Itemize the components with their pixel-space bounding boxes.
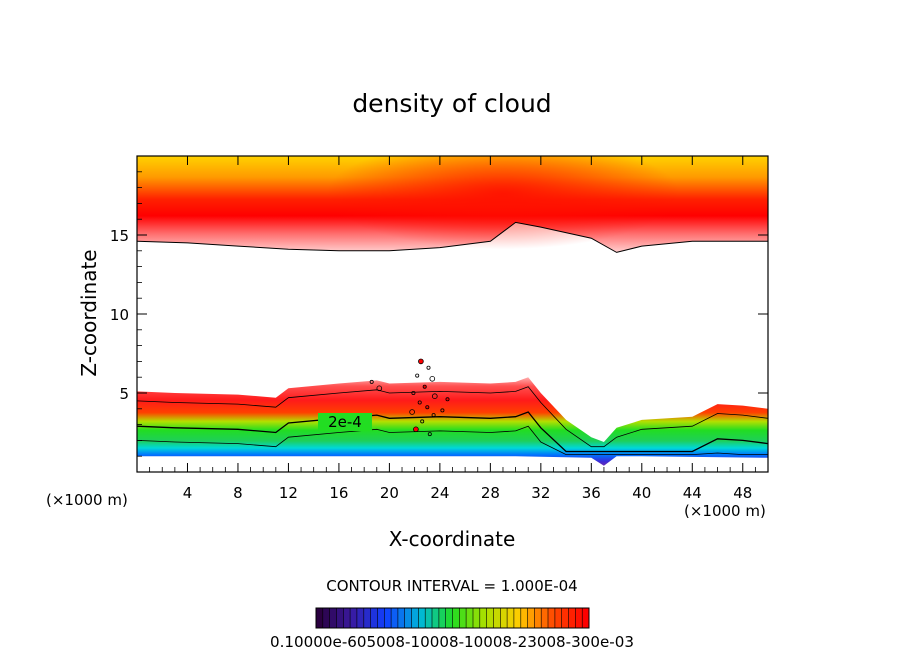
- lower-cloud-layer: [137, 377, 768, 466]
- colorbar-swatch: [343, 608, 351, 628]
- colorbar-swatch: [397, 608, 405, 628]
- convective-cell: [409, 409, 415, 415]
- convective-cell: [413, 426, 419, 433]
- colorbar-swatch: [548, 608, 556, 628]
- convective-cell: [445, 397, 450, 402]
- colorbar-swatch: [418, 608, 426, 628]
- plot-area: 2e-4: [137, 156, 768, 466]
- colorbar-swatch: [322, 608, 330, 628]
- convective-cells: [369, 358, 450, 437]
- colorbar-swatch: [391, 608, 399, 628]
- colorbar-swatch: [350, 608, 358, 628]
- colorbar-swatch: [370, 608, 378, 628]
- colorbar: [315, 608, 590, 628]
- convective-cell: [411, 390, 416, 395]
- x-unit-label-left: (×1000 m): [46, 491, 128, 509]
- convective-cell: [415, 373, 420, 378]
- colorbar-swatch: [507, 608, 515, 628]
- convective-cell: [422, 384, 427, 389]
- convective-cell: [417, 400, 422, 405]
- colorbar-swatch: [561, 608, 569, 628]
- y-tick-label: 10: [110, 306, 129, 324]
- colorbar-swatch: [466, 608, 474, 628]
- y-axis-label: Z-coordinate: [77, 249, 101, 376]
- convective-cell: [369, 379, 374, 384]
- convective-cell: [427, 432, 432, 437]
- convective-cell: [431, 393, 438, 400]
- colorbar-swatch: [363, 608, 371, 628]
- convective-cell: [429, 375, 436, 382]
- colorbar-swatch: [493, 608, 501, 628]
- convective-cell: [376, 385, 383, 392]
- colorbar-swatch: [329, 608, 337, 628]
- colorbar-frame: [315, 607, 590, 629]
- colorbar-swatch: [520, 608, 528, 628]
- x-tick-label: 32: [531, 484, 550, 502]
- colorbar-swatch: [452, 608, 460, 628]
- contour-label: 2e-4: [328, 413, 362, 431]
- x-tick-label: 12: [279, 484, 298, 502]
- colorbar-swatch: [425, 608, 433, 628]
- colorbar-swatch: [356, 608, 364, 628]
- x-tick-label: 16: [329, 484, 348, 502]
- colorbar-swatch: [568, 608, 576, 628]
- y-axis-ticks: 5 10 15: [110, 171, 768, 457]
- x-axis-ticks: 4 8 12 16 20 24 28 32 36 40 44 48: [149, 156, 756, 502]
- chart-title: density of cloud: [352, 89, 551, 118]
- x-tick-label: 36: [582, 484, 601, 502]
- lower-contour-line-inner: [137, 425, 768, 455]
- x-tick-label: 20: [380, 484, 399, 502]
- colorbar-swatch: [554, 608, 562, 628]
- colorbar-swatch: [513, 608, 521, 628]
- x-tick-label: 4: [183, 484, 193, 502]
- x-tick-label: 44: [683, 484, 702, 502]
- convective-cell: [426, 365, 431, 370]
- colorbar-swatch: [384, 608, 392, 628]
- x-tick-label: 28: [481, 484, 500, 502]
- y-tick-label: 15: [110, 227, 129, 245]
- colorbar-swatch: [445, 608, 453, 628]
- x-tick-label: 40: [632, 484, 651, 502]
- colorbar-swatch: [541, 608, 549, 628]
- colorbar-swatch: [459, 608, 467, 628]
- convective-cell: [418, 358, 424, 365]
- x-axis-label: X-coordinate: [389, 527, 516, 551]
- colorbar-swatch: [336, 608, 344, 628]
- lower-contour-line-2e-4: [137, 411, 768, 453]
- colorbar-swatch: [527, 608, 535, 628]
- colorbar-swatch: [479, 608, 487, 628]
- colorbar-swatch: [432, 608, 440, 628]
- colorbar-swatch: [486, 608, 494, 628]
- convective-cell: [425, 405, 430, 410]
- colorbar-swatch: [438, 608, 446, 628]
- colorbar-swatch: [316, 608, 324, 628]
- colorbar-swatch: [411, 608, 419, 628]
- colorbar-labels: 0.10000e-605008-10008-10008-23008-300e-0…: [270, 633, 634, 651]
- x-tick-label: 48: [733, 484, 752, 502]
- y-tick-label: 5: [119, 385, 129, 403]
- colorbar-swatch: [473, 608, 481, 628]
- x-unit-label-right: (×1000 m): [684, 502, 766, 520]
- x-tick-label: 8: [233, 484, 243, 502]
- upper-cloud-maximum: [326, 156, 680, 250]
- colorbar-swatch: [500, 608, 508, 628]
- colorbar-swatch: [534, 608, 542, 628]
- convective-cell: [431, 413, 436, 418]
- colorbar-swatch: [404, 608, 412, 628]
- contour-label-bg: [318, 413, 372, 431]
- x-tick-label: 24: [430, 484, 449, 502]
- colorbar-swatch: [377, 608, 385, 628]
- colorbar-swatch: [582, 608, 590, 628]
- upper-contour-line: [137, 221, 768, 253]
- convective-cell: [440, 408, 445, 413]
- convective-cell: [420, 419, 425, 424]
- contour-interval: CONTOUR INTERVAL = 1.000E-04: [326, 577, 577, 595]
- lower-contour-line-outer: [137, 386, 768, 448]
- colorbar-swatch: [575, 608, 583, 628]
